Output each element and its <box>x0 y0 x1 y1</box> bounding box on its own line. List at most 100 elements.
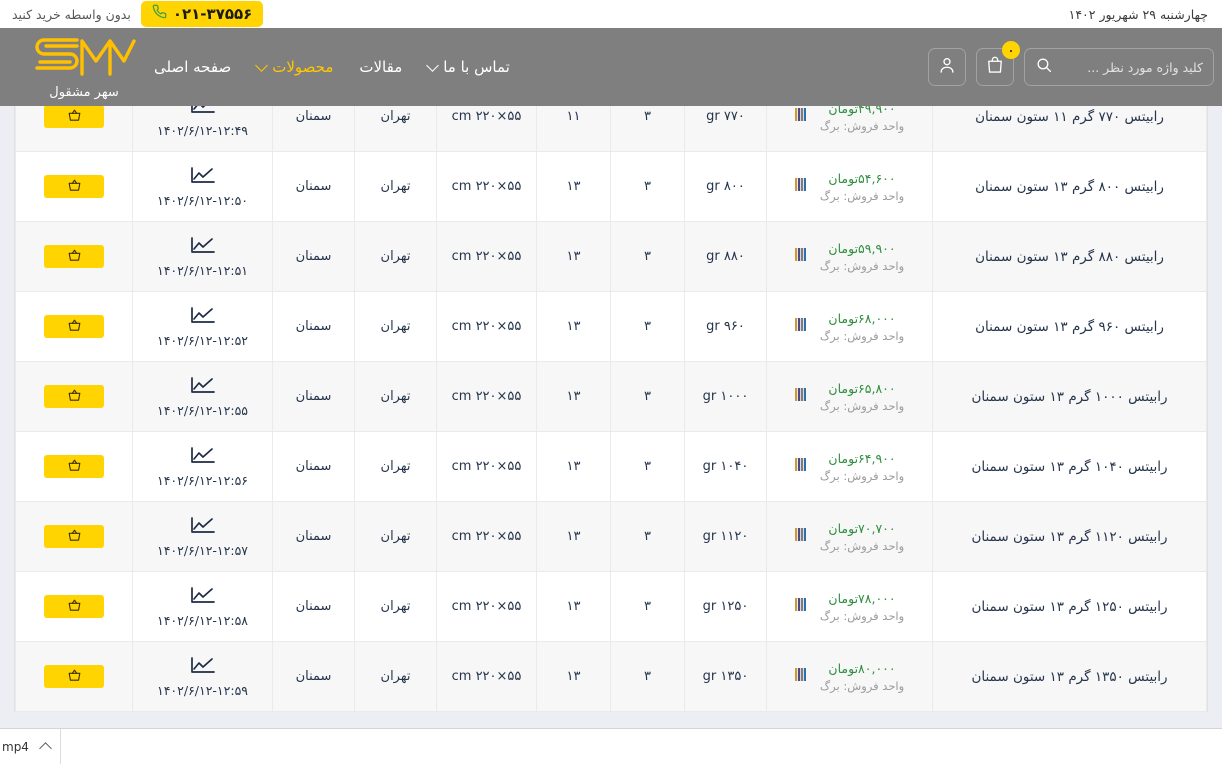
currency-label: تومان <box>828 106 859 116</box>
product-weight: ۱۰۰۰ gr <box>702 389 749 404</box>
cell-price: ۷۸,۰۰۰تومان واحد فروش: برگ <box>766 571 933 642</box>
currency-label: تومان <box>828 310 859 326</box>
cart-button[interactable]: ۰ <box>976 41 1020 86</box>
cell-add-to-cart <box>15 291 133 362</box>
cell-size: ۵۵×۲۲۰ cm <box>436 151 537 222</box>
search-box[interactable] <box>1024 48 1214 86</box>
cell-price: ۵۴,۶۰۰تومان واحد فروش: برگ <box>766 151 933 222</box>
add-to-cart-button[interactable] <box>44 455 104 478</box>
nav-item-products[interactable]: محصولات <box>255 58 333 76</box>
chevron-up-icon[interactable] <box>39 742 52 755</box>
trend-chart-icon[interactable] <box>190 306 216 330</box>
user-icon <box>937 55 957 79</box>
origin-city: سمنان <box>295 109 332 124</box>
currency-label: تومان <box>828 590 859 606</box>
trend-chart-icon[interactable] <box>190 446 216 470</box>
basket-icon <box>67 318 82 336</box>
cell-size: ۵۵×۲۲۰ cm <box>436 106 537 152</box>
basket-icon <box>67 598 82 616</box>
cell-date: ۱۴۰۲/۶/۱۲-۱۲:۵۰ <box>132 151 273 222</box>
trend-chart-icon[interactable] <box>190 656 216 680</box>
download-file-name: mp4 <box>2 739 29 754</box>
update-date: ۱۴۰۲/۶/۱۲-۱۲:۴۹ <box>157 122 248 138</box>
basket-icon <box>67 668 82 686</box>
update-date: ۱۴۰۲/۶/۱۲-۱۲:۵۹ <box>157 682 248 698</box>
top-announcement-bar: چهارشنبه ۲۹ شهریور ۱۴۰۲ ۰۲۱-۳۷۵۵۶ بدون و… <box>0 0 1222 28</box>
cell-price: ۶۸,۰۰۰تومان واحد فروش: برگ <box>766 291 933 362</box>
bars-icon <box>794 598 806 615</box>
destination-city: تهران <box>380 179 411 194</box>
trend-chart-icon[interactable] <box>190 236 216 260</box>
cell-destination: تهران <box>354 431 437 502</box>
nav-item-home[interactable]: صفحه اصلی <box>154 58 231 76</box>
search-input[interactable] <box>1061 59 1203 75</box>
cell-layers: ۳ <box>610 291 685 362</box>
origin-city: سمنان <box>295 669 332 684</box>
table-row: رابیتس ۱۰۰۰ گرم ۱۳ ستون سمنان ۶۵,۸۰۰تومان… <box>15 361 1207 432</box>
basket-icon <box>67 248 82 266</box>
product-size: ۵۵×۲۲۰ cm <box>451 249 522 264</box>
table-row: رابیتس ۸۸۰ گرم ۱۳ ستون سمنان ۵۹,۹۰۰تومان و… <box>15 221 1207 292</box>
trend-chart-icon[interactable] <box>190 516 216 540</box>
product-columns: ۱۳ <box>566 599 581 614</box>
cell-destination: تهران <box>354 571 437 642</box>
cell-date: ۱۴۰۲/۶/۱۲-۱۲:۴۹ <box>132 106 273 152</box>
add-to-cart-button[interactable] <box>44 665 104 688</box>
add-to-cart-button[interactable] <box>44 106 104 128</box>
cell-origin: سمنان <box>272 501 355 572</box>
product-layers: ۳ <box>644 179 651 194</box>
origin-city: سمنان <box>295 249 332 264</box>
destination-city: تهران <box>380 669 411 684</box>
cell-price: ۶۵,۸۰۰تومان واحد فروش: برگ <box>766 361 933 432</box>
nav-item-articles[interactable]: مقالات <box>359 58 402 76</box>
product-columns: ۱۳ <box>566 669 581 684</box>
nav-item-label: مقالات <box>359 58 403 76</box>
search-icon[interactable] <box>1035 56 1053 78</box>
currency-label: تومان <box>828 240 859 256</box>
account-button[interactable] <box>928 48 966 86</box>
bars-icon <box>794 388 806 405</box>
cell-weight: ۱۱۲۰ gr <box>684 501 767 572</box>
cell-date: ۱۴۰۲/۶/۱۲-۱۲:۵۷ <box>132 501 273 572</box>
cell-add-to-cart <box>15 151 133 222</box>
cell-columns: ۱۳ <box>536 151 611 222</box>
cell-product-name: رابیتس ۱۰۴۰ گرم ۱۳ ستون سمنان <box>932 431 1207 502</box>
cell-add-to-cart <box>15 571 133 642</box>
add-to-cart-button[interactable] <box>44 385 104 408</box>
site-logo[interactable]: سهر مشقول <box>24 34 144 100</box>
product-weight: ۱۱۲۰ gr <box>702 529 749 544</box>
table-row: رابیتس ۷۷۰ گرم ۱۱ ستون سمنان ۴۹,۹۰۰تومان و… <box>15 106 1207 152</box>
cell-weight: ۹۶۰ gr <box>684 291 767 362</box>
cell-destination: تهران <box>354 291 437 362</box>
trend-chart-icon[interactable] <box>190 166 216 190</box>
logo-subtitle: سهر مشقول <box>49 85 119 100</box>
cell-layers: ۳ <box>610 221 685 292</box>
nav-item-contact[interactable]: تماس با ما <box>426 58 510 76</box>
trend-chart-icon[interactable] <box>190 586 216 610</box>
trend-chart-icon[interactable] <box>190 106 216 120</box>
chevron-down-icon <box>426 58 440 72</box>
product-size: ۵۵×۲۲۰ cm <box>451 179 522 194</box>
add-to-cart-button[interactable] <box>44 525 104 548</box>
cell-layers: ۳ <box>610 431 685 502</box>
cell-destination: تهران <box>354 501 437 572</box>
origin-city: سمنان <box>295 389 332 404</box>
download-item[interactable]: mp4 <box>0 729 60 764</box>
cell-add-to-cart <box>15 641 133 712</box>
product-columns: ۱۳ <box>566 249 581 264</box>
cell-product-name: رابیتس ۹۶۰ گرم ۱۳ ستون سمنان <box>932 291 1207 362</box>
product-price: ۷۸,۰۰۰تومان <box>828 590 896 606</box>
trend-chart-icon[interactable] <box>190 376 216 400</box>
product-sale-unit: واحد فروش: برگ <box>819 608 905 623</box>
add-to-cart-button[interactable] <box>44 315 104 338</box>
product-name: رابیتس ۸۰۰ گرم ۱۳ ستون سمنان <box>975 178 1164 195</box>
destination-city: تهران <box>380 599 411 614</box>
table-row: رابیتس ۹۶۰ گرم ۱۳ ستون سمنان ۶۸,۰۰۰تومان و… <box>15 291 1207 362</box>
phone-button[interactable]: ۰۲۱-۳۷۵۵۶ <box>140 1 264 27</box>
add-to-cart-button[interactable] <box>44 595 104 618</box>
add-to-cart-button[interactable] <box>44 245 104 268</box>
cell-weight: ۱۲۵۰ gr <box>684 571 767 642</box>
site-header: ۰ تماس با ما مقالات محصولات صفحه اصلی <box>0 28 1222 106</box>
add-to-cart-button[interactable] <box>44 175 104 198</box>
product-price: ۶۴,۹۰۰تومان <box>828 450 896 466</box>
